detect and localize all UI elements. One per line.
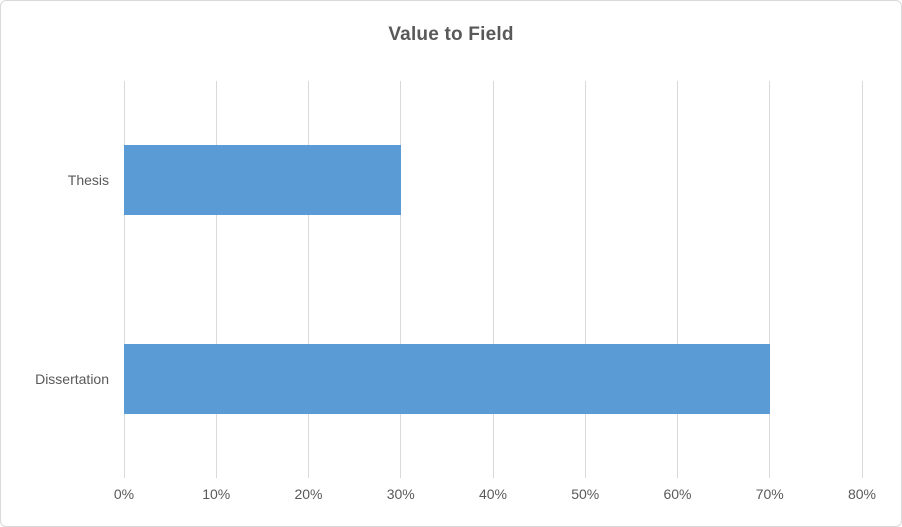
y-axis-label-dissertation: Dissertation [35,370,109,387]
bar-row [124,280,862,479]
chart-title: Value to Field [388,24,514,45]
x-tick-label: 30% [386,486,415,502]
bar-dissertation [124,343,770,414]
gridline [492,81,494,478]
plot-area [123,81,863,479]
x-tick-label: 40% [478,486,508,502]
gridline [215,81,217,478]
y-axis: Thesis Dissertation [1,81,124,478]
x-tick-label: 0% [113,486,135,502]
x-tick-label: 50% [571,486,600,502]
gridline [400,81,402,478]
x-tick-label: 70% [755,486,784,502]
x-axis: 0% 10% 20% 30% 40% 50% 60% 70% 80% [114,486,876,506]
bar-row [124,81,862,280]
gridline [123,81,125,478]
bar-thesis [124,145,401,216]
gridline [861,81,863,478]
gridline [584,81,586,478]
x-tick-label: 80% [847,486,877,502]
gridline [769,81,771,478]
x-tick-label: 10% [202,486,231,502]
x-tick-label: 20% [294,486,323,502]
gridline [677,81,678,478]
y-axis-label-thesis: Thesis [67,172,109,189]
gridline [308,81,309,478]
x-tick-label: 60% [663,486,692,502]
